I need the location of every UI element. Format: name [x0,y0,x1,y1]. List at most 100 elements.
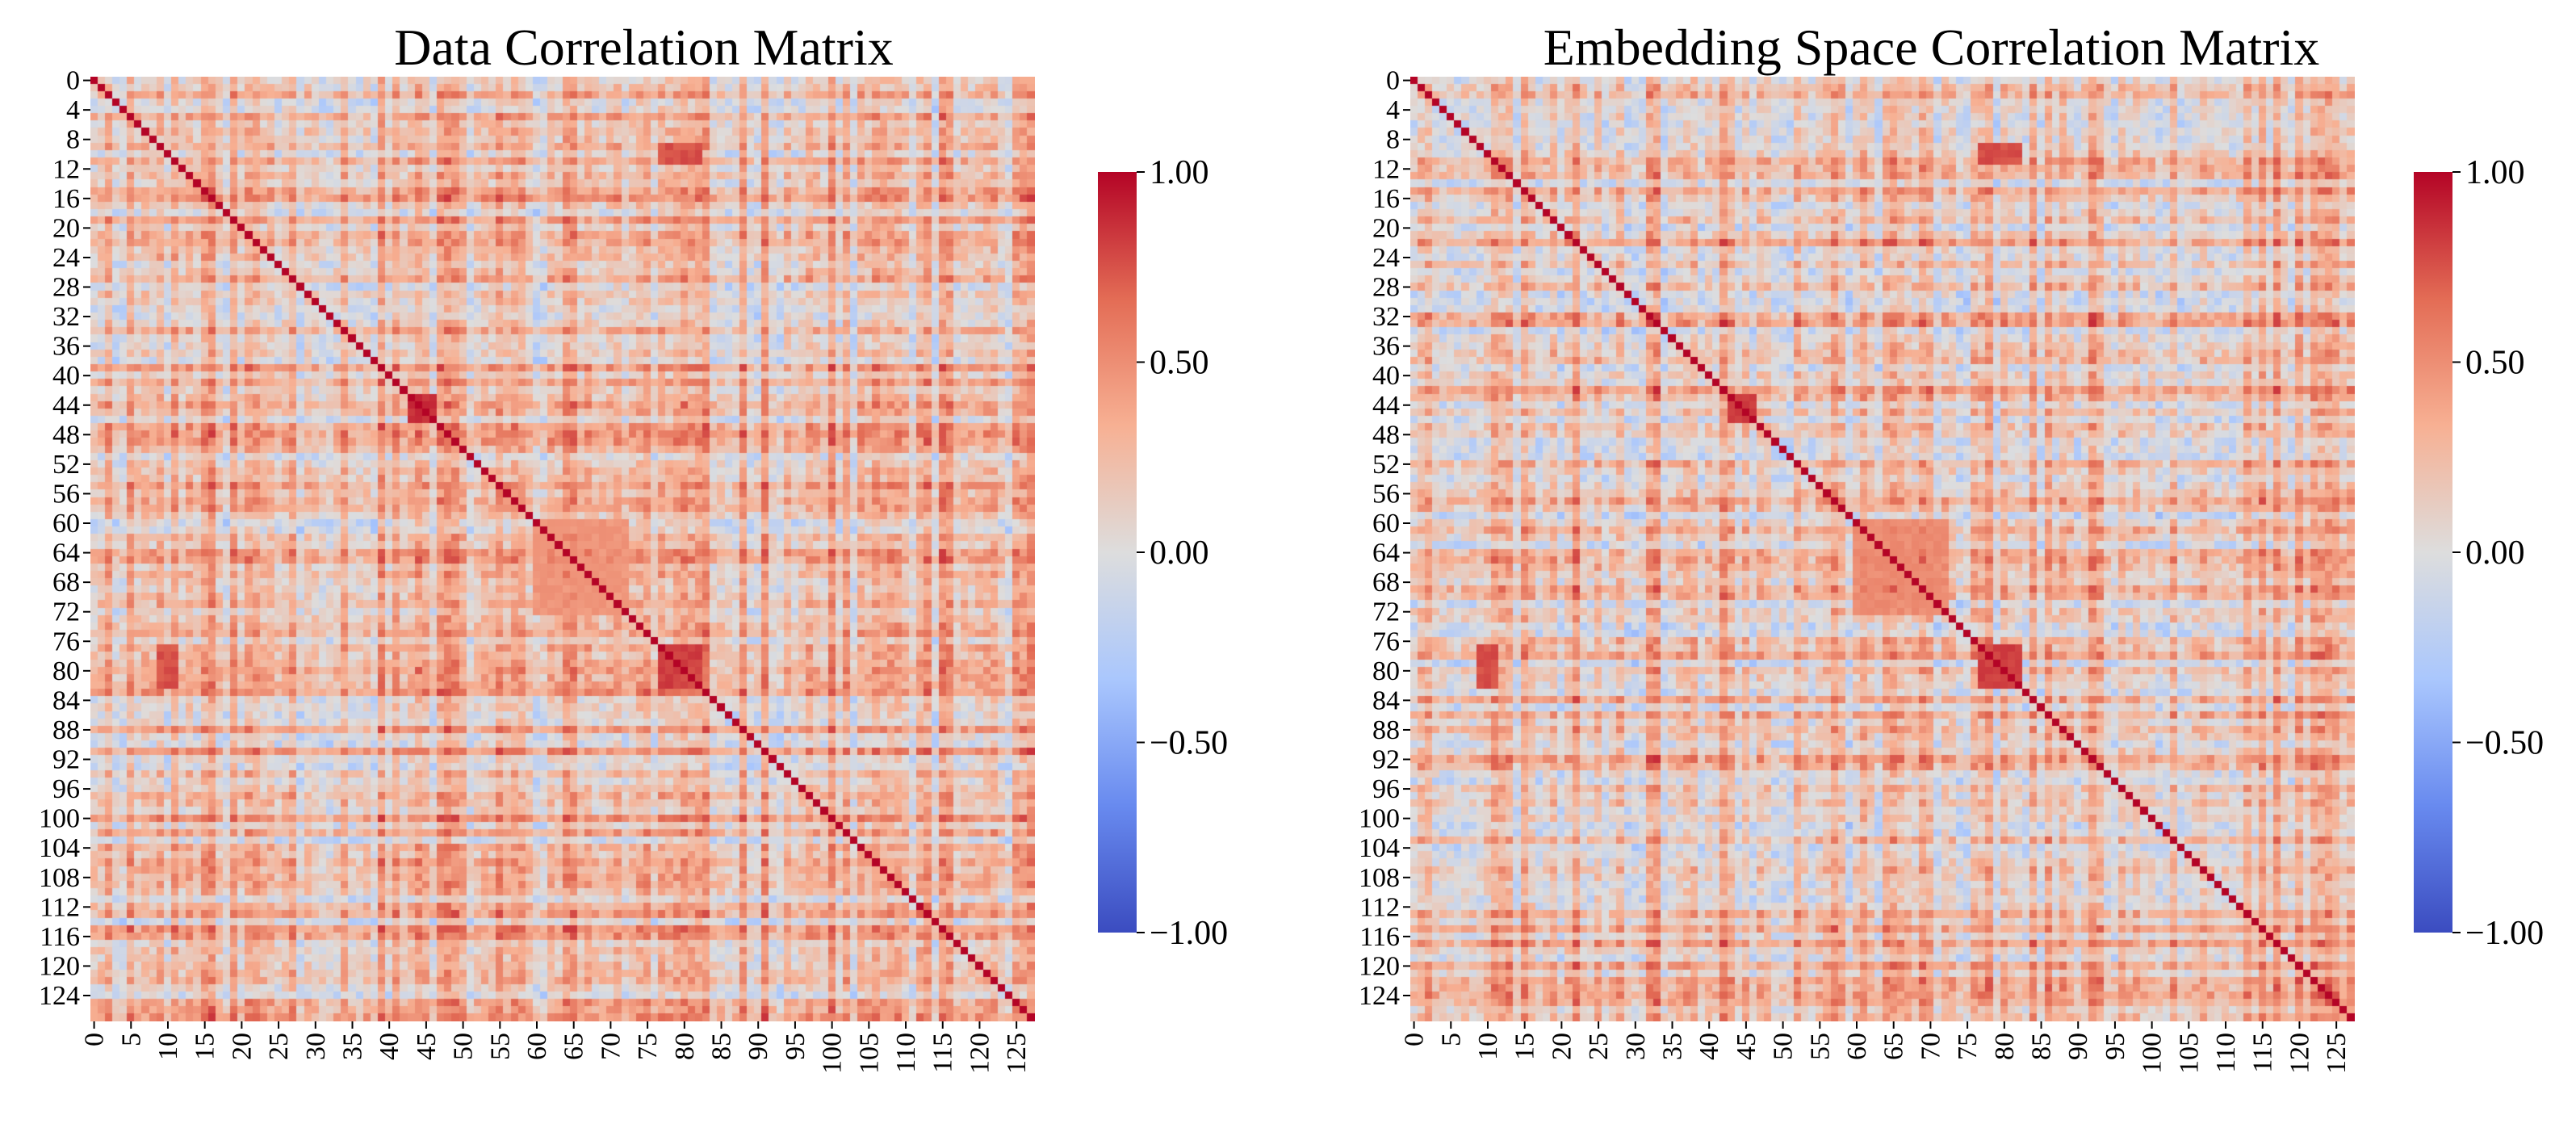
y-tick-label: 12 [1372,154,1400,184]
x-tick-label: 105 [2174,1033,2204,1074]
y-tick-label: 84 [52,685,80,715]
x-tick-label: 50 [1769,1033,1799,1060]
x-tick-label: 90 [2063,1033,2093,1060]
y-tick-label: 84 [1372,685,1400,715]
y-tick-label: 8 [1386,125,1400,155]
x-tick-label: 120 [2285,1033,2314,1074]
colorbar-tick-label: 0.00 [1150,535,1209,572]
colorbar-tick-label: 0.50 [1150,345,1209,382]
panel-embedding-correlation: Embedding Space Correlation Matrix 0 4 8 12… [1288,0,2575,1132]
colorbar-tick-label: 0.50 [2465,345,2525,382]
x-tick-label: 20 [227,1033,257,1060]
x-tick-label: 100 [2138,1033,2168,1074]
x-tick-label: 95 [2101,1033,2130,1060]
y-tick-label: 100 [39,804,80,834]
y-tick-label: 36 [1372,332,1400,362]
y-tick-label: 24 [1372,243,1400,273]
y-tick-label: 44 [52,391,80,421]
y-tick-label: 68 [1372,568,1400,597]
x-tick-label: 50 [449,1033,479,1060]
y-tick-label: 48 [1372,420,1400,450]
y-tick-label: 120 [39,951,80,981]
y-tick-label: 0 [1386,66,1400,96]
axes-and-colorbar: 0481216202428323640444852566064687276808… [1359,66,2544,1074]
x-tick-label: 75 [1953,1033,1983,1060]
y-tick-label: 20 [1372,213,1400,243]
y-tick-label: 68 [52,568,80,597]
x-tick-label: 95 [781,1033,810,1060]
x-tick-label: 45 [412,1033,442,1060]
heatmap-cells [90,77,1035,1021]
panel-data-correlation: Data Correlation Matrix 0 4 8 12 16 20 24 28 32 3… [39,19,1228,1074]
x-tick-label: 60 [1842,1033,1872,1060]
x-tick-label: 5 [116,1033,146,1046]
y-tick-label: 76 [52,627,80,656]
y-tick-label: 72 [52,597,80,627]
x-tick-label: 85 [707,1033,737,1060]
y-tick-label: 32 [1372,302,1400,332]
y-tick-label: 112 [1359,892,1400,922]
y-tick-label: 0 [66,66,80,96]
colorbar [2414,172,2452,933]
x-tick-label: 70 [1916,1033,1946,1060]
y-tick-label: 116 [1359,922,1400,952]
x-tick-label: 110 [2211,1033,2241,1073]
y-tick-label: 20 [52,213,80,243]
y-tick-label: 64 [1372,539,1400,568]
y-tick-label: 56 [1372,479,1400,509]
y-tick-label: 92 [1372,745,1400,775]
x-tick-label: 65 [559,1033,589,1060]
x-tick-label: 5 [1436,1033,1466,1046]
x-tick-label: 80 [1990,1033,2020,1060]
x-tick-label: 115 [928,1033,958,1073]
y-tick-label: 56 [52,479,80,509]
y-tick-label: 124 [1359,981,1400,1011]
x-tick-label: 115 [2248,1033,2278,1073]
x-tick-label: 10 [1473,1033,1503,1060]
y-tick-label: 44 [1372,391,1400,421]
colorbar-tick-label: −0.50 [2465,725,2544,762]
x-tick-label: 105 [854,1033,884,1074]
y-tick-label: 40 [1372,361,1400,391]
y-tick-label: 28 [52,273,80,303]
x-tick-label: 80 [670,1033,700,1060]
y-tick-label: 120 [1359,951,1400,981]
y-tick-label: 80 [1372,656,1400,686]
y-tick-label: 12 [52,154,80,184]
x-tick-label: 25 [264,1033,294,1060]
y-tick-label: 36 [52,332,80,362]
x-tick-label: 45 [1732,1033,1761,1060]
colorbar-tick-label: 1.00 [1150,154,1209,191]
y-tick-label: 104 [1359,833,1400,863]
axes-and-colorbar: 0481216202428323640444852566064687276808… [39,66,1228,1074]
y-tick-label: 40 [52,361,80,391]
x-tick-label: 20 [1547,1033,1577,1060]
colorbar-tick-label: −1.00 [1150,915,1228,952]
y-tick-label: 8 [66,125,80,155]
y-tick-label: 116 [40,922,80,952]
y-tick-label: 48 [52,420,80,450]
y-tick-label: 4 [1386,95,1400,125]
y-tick-label: 52 [1372,450,1400,480]
y-tick-label: 72 [1372,597,1400,627]
y-tick-label: 60 [1372,509,1400,539]
x-tick-label: 90 [743,1033,773,1060]
y-tick-label: 76 [1372,627,1400,656]
heatmap-cells [1410,77,2355,1021]
y-tick-label: 16 [52,184,80,214]
x-tick-label: 35 [337,1033,367,1060]
x-tick-label: 65 [1879,1033,1909,1060]
x-tick-label: 40 [375,1033,404,1060]
y-tick-label: 112 [40,892,80,922]
x-tick-label: 55 [1805,1033,1835,1060]
x-tick-label: 15 [1510,1033,1540,1060]
x-tick-label: 30 [1621,1033,1651,1060]
y-tick-label: 88 [1372,715,1400,745]
y-tick-label: 104 [39,833,80,863]
x-tick-label: 0 [80,1033,110,1046]
y-tick-label: 80 [52,656,80,686]
x-tick-label: 25 [1584,1033,1614,1060]
x-tick-label: 100 [818,1033,848,1074]
x-tick-label: 85 [2027,1033,2057,1060]
